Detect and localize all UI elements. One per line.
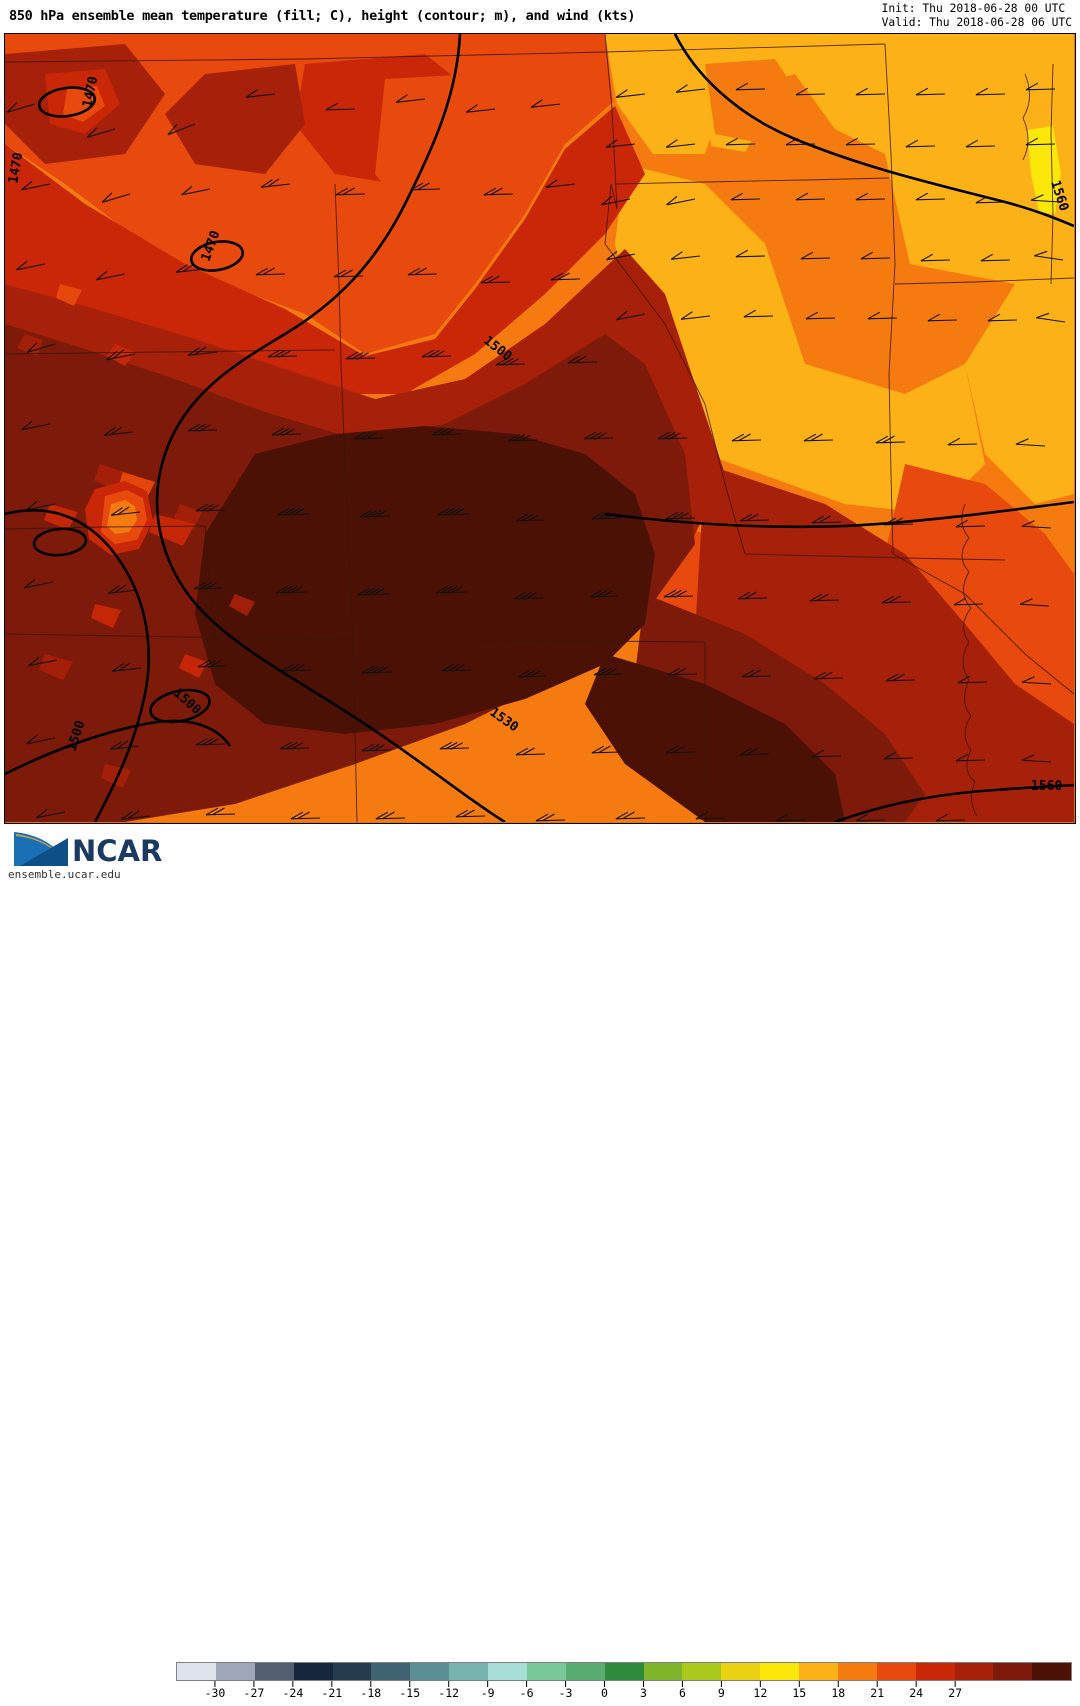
colorbar-swatch-1 — [215, 1663, 255, 1680]
political-boundaries-layer — [5, 34, 1074, 822]
svg-text:NCAR: NCAR — [72, 834, 162, 868]
colorbar-tick-label: 24 — [909, 1686, 924, 1700]
colorbar-swatch-7 — [449, 1663, 488, 1680]
colorbar-swatch-21 — [993, 1663, 1033, 1680]
colorbar-swatch-16 — [799, 1663, 838, 1680]
colorbar-swatch-19 — [915, 1663, 955, 1680]
colorbar-swatch-12 — [643, 1663, 683, 1680]
colorbar-tick-label: -3 — [558, 1686, 573, 1700]
colorbar-swatch-15 — [760, 1663, 799, 1680]
colorbar-swatch-2 — [254, 1663, 294, 1680]
colorbar-tick-label: 3 — [640, 1686, 647, 1700]
colorbar-tick-label: 15 — [792, 1686, 807, 1700]
map-frame[interactable]: 1470 1470 1470 1500 1500 1500 1530 1560 … — [4, 33, 1076, 824]
colorbar-swatch-6 — [410, 1663, 450, 1680]
colorbar-tick-label: 12 — [753, 1686, 768, 1700]
colorbar-swatch-17 — [837, 1663, 877, 1680]
colorbar-tick-label: 0 — [601, 1686, 608, 1700]
header-bar: 850 hPa ensemble mean temperature (fill;… — [0, 0, 1080, 33]
colorbar-tick-label: -30 — [204, 1686, 226, 1700]
footer-bar: NCAR ensemble.ucar.edu -30 -27 -24 -21 -18 -1… — [0, 824, 1080, 1700]
ncar-logo: NCAR — [14, 832, 162, 868]
colorbar-swatch-3 — [293, 1663, 333, 1680]
colorbar-swatch-10 — [565, 1663, 605, 1680]
contour-label-1560-b: 1560 — [1031, 779, 1062, 794]
colorbar-swatch-22 — [1032, 1663, 1072, 1680]
time-stamp-block: Init: Thu 2018-06-28 00 UTC Valid: Thu 2… — [882, 2, 1072, 30]
colorbar-tick-label: -21 — [321, 1686, 343, 1700]
colorbar-tick-label: -27 — [243, 1686, 265, 1700]
colorbar-swatch-18 — [876, 1663, 916, 1680]
colorbar-tick-label: 18 — [831, 1686, 846, 1700]
colorbar-swatch-9 — [526, 1663, 566, 1680]
colorbar-tick-label: -6 — [519, 1686, 534, 1700]
colorbar-swatch-0 — [177, 1663, 216, 1680]
contour-label-1470-b: 1470 — [6, 151, 26, 185]
colorbar-tick-label: 27 — [948, 1686, 963, 1700]
colorbar-tick-label: -18 — [360, 1686, 382, 1700]
colorbar-swatch-11 — [604, 1663, 644, 1680]
height-contour-layer — [5, 34, 1074, 822]
colorbar-tick-label: -9 — [480, 1686, 495, 1700]
colorbar-tick-label: 21 — [870, 1686, 885, 1700]
colorbar-swatch-4 — [332, 1663, 372, 1680]
colorbar-swatch-20 — [954, 1663, 994, 1680]
temperature-fill-layer — [5, 34, 1074, 822]
ncar-url-text: ensemble.ucar.edu — [8, 868, 121, 881]
colorbar-swatch-13 — [682, 1663, 722, 1680]
init-time-label: Init: Thu 2018-06-28 00 UTC — [881, 2, 1066, 15]
colorbar-tick-label: -24 — [282, 1686, 304, 1700]
colorbar-tick-label: -15 — [399, 1686, 421, 1700]
colorbar-tick-labels: -30 -27 -24 -21 -18 -15 -12 -9 -6 -3 0 3 6 9 12 15 18 21 2… — [176, 1686, 1072, 1706]
map-canvas[interactable]: 1470 1470 1470 1500 1500 1500 1530 1560 … — [5, 34, 1074, 822]
valid-time-label: Valid: Thu 2018-06-28 06 UTC — [881, 16, 1072, 29]
colorbar-swatch-5 — [371, 1663, 411, 1680]
colorbar-tick-label: 6 — [678, 1686, 686, 1700]
colorbar-swatch-8 — [488, 1663, 527, 1680]
contour-label-1470-a: 1470 — [80, 75, 101, 109]
colorbar-swatch-14 — [721, 1663, 761, 1680]
colorbar-tick-label: 9 — [717, 1686, 725, 1700]
temperature-colorbar — [176, 1662, 1072, 1681]
colorbar-tick-label: -12 — [438, 1686, 460, 1700]
page-title: 850 hPa ensemble mean temperature (fill;… — [9, 8, 636, 24]
